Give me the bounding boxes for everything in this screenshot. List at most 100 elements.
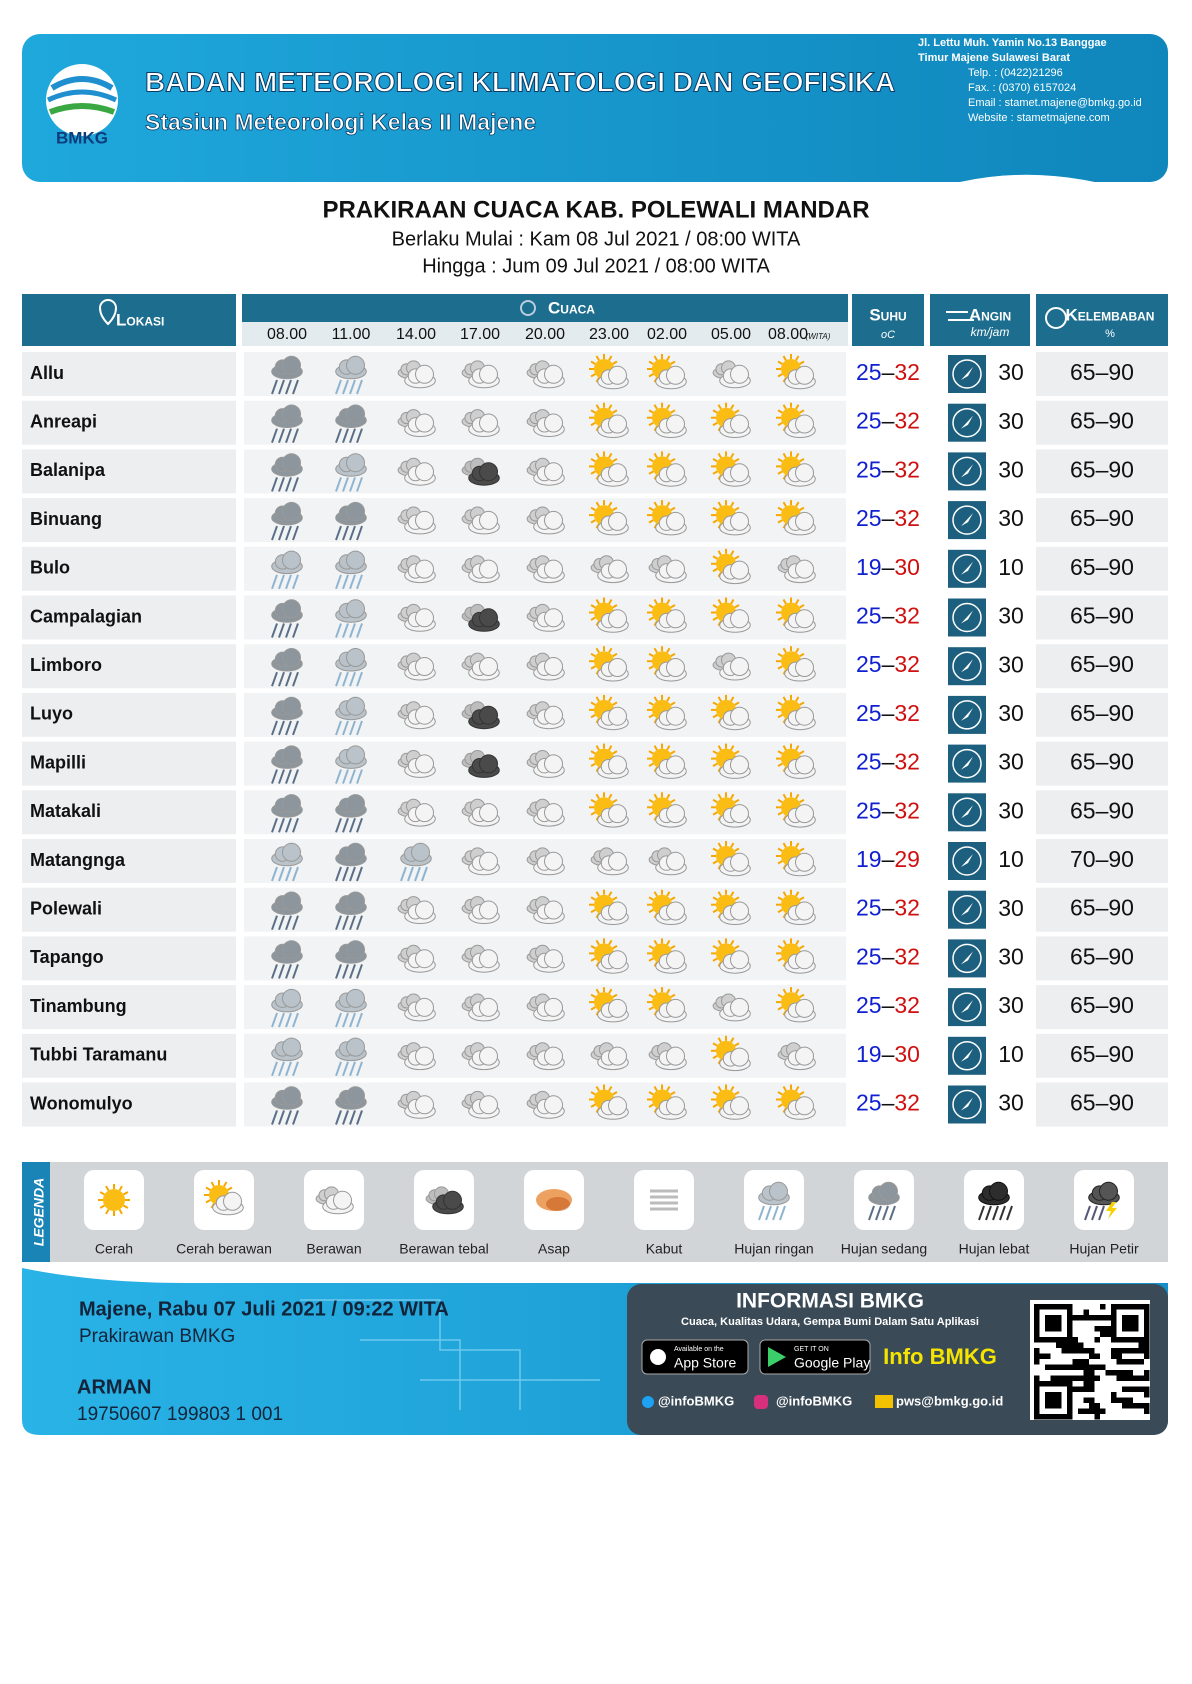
sun-ray	[777, 519, 783, 524]
qr-module	[1089, 1381, 1095, 1387]
sun-ray	[653, 939, 658, 946]
weather-icon	[271, 550, 303, 590]
rain-drop	[356, 769, 363, 784]
rain-drop	[356, 964, 363, 979]
sun-ray	[717, 891, 722, 897]
humidity: 65–90	[1070, 1041, 1134, 1067]
rain-drop	[342, 379, 349, 395]
qr-module	[1083, 1370, 1089, 1376]
cloud-part	[730, 852, 749, 872]
qr-module	[1105, 1370, 1111, 1376]
sun-ray	[612, 604, 618, 609]
rain-drop	[292, 1012, 299, 1028]
sun-ray	[777, 1091, 783, 1096]
rain-drop	[271, 866, 278, 882]
qr-module	[1034, 1337, 1040, 1343]
rain-drop	[335, 525, 342, 541]
temp-max: 32	[894, 895, 920, 921]
wind-direction-dial	[952, 505, 982, 535]
wind-speed: 30	[998, 797, 1024, 823]
location-name: Tubbi Taramanu	[30, 1045, 167, 1065]
hum-min: 65	[1070, 359, 1096, 385]
qr-module	[1089, 1386, 1095, 1392]
qr-module	[1056, 1315, 1062, 1321]
cloud	[271, 404, 303, 428]
range-separator: –	[882, 797, 895, 823]
cloud-part	[666, 1096, 685, 1116]
wind-direction-dial	[952, 748, 982, 779]
qr-module	[1144, 1408, 1150, 1414]
qr-module	[1078, 1408, 1084, 1414]
qr-module	[1050, 1397, 1056, 1403]
cloud-part	[608, 804, 627, 824]
weather-icon	[335, 1037, 367, 1077]
qr-module	[1045, 1326, 1051, 1332]
weather-icon	[526, 409, 565, 437]
hum-max: 90	[1108, 554, 1134, 580]
qr-module	[1122, 1359, 1128, 1365]
col-humidity-unit: %	[1105, 328, 1115, 340]
qr-module	[1072, 1315, 1078, 1321]
instagram-icon	[754, 1395, 768, 1409]
range-separator: –	[1096, 554, 1109, 580]
qr-module	[1122, 1315, 1128, 1321]
cloud-part	[666, 559, 685, 579]
wind-direction-dial	[952, 797, 982, 828]
cloud	[335, 1037, 367, 1062]
cloud	[533, 657, 565, 681]
location-cell	[22, 887, 236, 932]
temp-cell	[852, 546, 924, 591]
cloud	[719, 1047, 751, 1072]
sun-ray	[712, 519, 718, 524]
cloud-part	[544, 657, 563, 676]
sun-ray	[782, 1086, 787, 1092]
cloud-part	[666, 365, 685, 385]
sun-ray	[653, 452, 658, 459]
cloud-part	[608, 365, 627, 385]
rain-drop	[349, 769, 356, 784]
qr-module	[1072, 1375, 1078, 1381]
sun-ray	[210, 1181, 215, 1187]
qr-module	[1056, 1381, 1062, 1387]
cloud-part	[730, 1096, 749, 1116]
range-separator: –	[1096, 1041, 1109, 1067]
temperature: 19–30	[856, 1041, 920, 1067]
qr-module	[1127, 1326, 1133, 1332]
rain-drop	[285, 574, 292, 590]
qr-module	[1061, 1337, 1067, 1343]
rain-drop	[335, 1110, 342, 1125]
rain-drop	[421, 866, 428, 882]
cloud-part	[544, 608, 563, 628]
sun-ray	[105, 1209, 110, 1215]
wind-speed: 30	[998, 456, 1024, 482]
cloud	[655, 463, 687, 487]
cloud-part	[282, 988, 301, 1008]
weather-icon	[712, 993, 751, 1022]
hum-max: 90	[1108, 700, 1134, 726]
sun-ray	[712, 957, 718, 962]
hum-min: 65	[1070, 749, 1096, 775]
play-icon	[768, 1347, 786, 1367]
weather-icon	[647, 646, 687, 682]
humidity-cell	[1036, 692, 1168, 737]
qr-module	[1089, 1403, 1095, 1409]
temp-min: 25	[856, 700, 882, 726]
qr-module	[1067, 1414, 1073, 1420]
weather-icon	[335, 940, 367, 979]
qr-module	[1056, 1337, 1062, 1343]
googleplay-badge[interactable]	[759, 1339, 871, 1375]
qr-module	[1067, 1386, 1073, 1392]
sun-ray	[712, 421, 718, 427]
appstore-badge[interactable]	[641, 1339, 749, 1375]
cloud	[468, 1046, 500, 1071]
qr-module	[1061, 1364, 1067, 1370]
weather-icon	[526, 1090, 565, 1119]
googleplay: Google Play	[794, 1355, 870, 1371]
qr-module	[1094, 1403, 1100, 1409]
weather-icon	[425, 1186, 464, 1215]
sun-ray	[782, 696, 787, 702]
temperature: 25–32	[856, 895, 920, 921]
cloud-part	[608, 559, 627, 579]
rain-drop	[400, 866, 407, 882]
temperature: 19–29	[856, 846, 920, 872]
